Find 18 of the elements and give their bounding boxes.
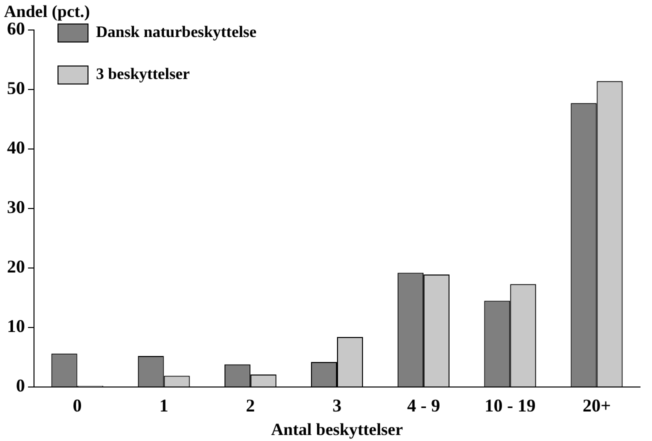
x-axis-title: Antal beskyttelser xyxy=(271,420,404,440)
x-tick-label: 4 - 9 xyxy=(407,395,440,416)
y-tick-label: 60 xyxy=(7,18,25,39)
x-tick-label: 20+ xyxy=(582,395,611,416)
legend-label: Dansk naturbeskyttelse xyxy=(96,24,256,42)
x-tick-label: 3 xyxy=(332,395,342,416)
y-tick-label: 10 xyxy=(7,316,25,336)
y-tick-label: 20 xyxy=(7,256,25,277)
x-tick-label: 10 - 19 xyxy=(484,395,536,416)
y-tick-label: 30 xyxy=(7,197,25,218)
legend-label: 3 beskyttelser xyxy=(96,66,190,84)
y-tick-label: 0 xyxy=(16,376,25,396)
y-tick-label: 40 xyxy=(7,138,25,158)
x-tick-label: 1 xyxy=(159,395,168,416)
x-tick-label: 0 xyxy=(72,395,82,416)
y-tick-label: 50 xyxy=(7,78,25,98)
x-tick-label: 2 xyxy=(246,395,255,416)
y-axis-title: Andel (pct.) xyxy=(4,2,90,21)
